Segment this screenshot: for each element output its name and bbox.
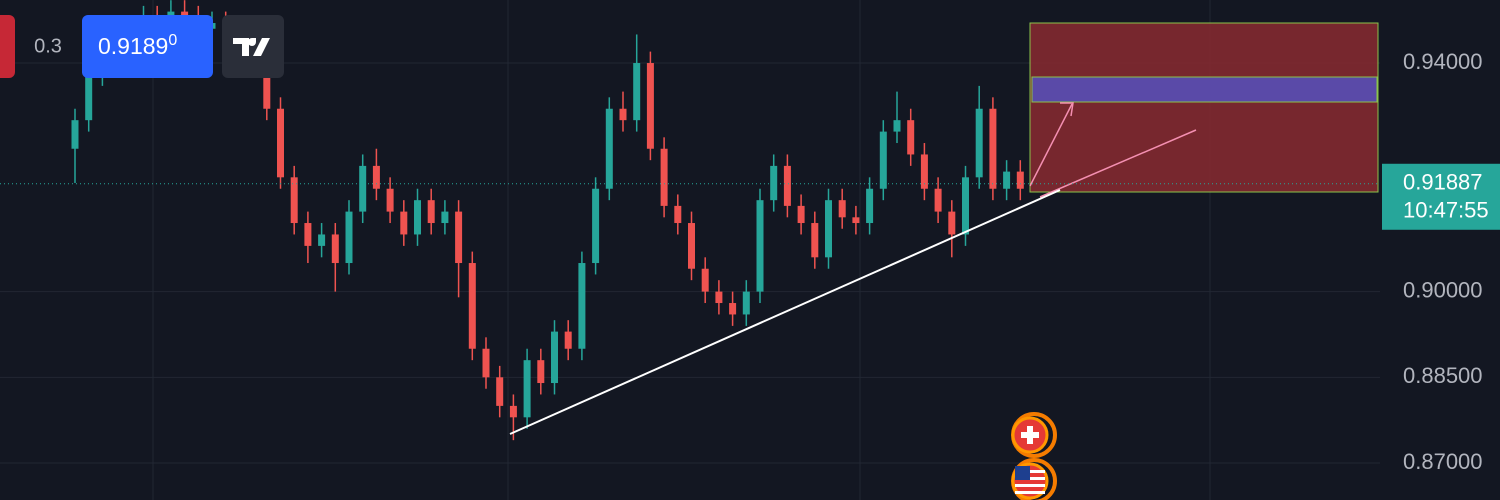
candle-body (263, 63, 271, 109)
y-tick-label: 0.90000 (1403, 277, 1483, 302)
candle-body (962, 177, 969, 235)
candle-body (866, 188, 874, 224)
candle-body (729, 303, 737, 315)
candle-body (537, 360, 545, 384)
y-tick-label: 0.94000 (1403, 49, 1483, 74)
event-flag-ch[interactable] (1011, 412, 1057, 458)
candle-body (879, 131, 887, 189)
candle-body (427, 200, 435, 224)
candle-body (742, 291, 750, 315)
candle-body (523, 360, 531, 418)
candle-body (975, 108, 983, 178)
candle-body (400, 211, 408, 235)
candle-body (318, 234, 326, 246)
candle-body (509, 405, 517, 418)
candle-body (482, 348, 490, 378)
candle-body (277, 108, 284, 178)
last-price-label: 0.91887 (1403, 170, 1483, 195)
candle-body (468, 263, 476, 349)
countdown: 10:47:55 (1403, 198, 1489, 223)
candle-body (674, 205, 682, 224)
candle-body (496, 377, 504, 406)
arrow-head (1060, 102, 1074, 117)
candle-body (331, 234, 339, 264)
candle-body (551, 331, 558, 384)
sell-button[interactable] (0, 15, 15, 78)
candle-body (660, 148, 668, 206)
candle-body (646, 63, 654, 149)
candle-body (989, 108, 997, 189)
spread: 0.3 (34, 35, 62, 57)
candle-body (756, 200, 764, 292)
candle-body (633, 63, 641, 121)
y-tick-label: 0.88500 (1403, 363, 1483, 388)
candle-body (907, 120, 915, 155)
candle-body (715, 291, 723, 304)
candle-body (414, 200, 421, 235)
candle-body (920, 154, 928, 189)
candle-body (578, 263, 586, 349)
candle-body (619, 108, 627, 121)
event-flag-us[interactable] (1011, 458, 1057, 500)
candle-body (441, 211, 449, 224)
candle-body (564, 331, 572, 349)
target-zone[interactable] (1031, 76, 1378, 103)
candle-body (290, 177, 298, 224)
buy-price-fraction: 0 (168, 32, 177, 49)
candle-body (345, 211, 353, 264)
buy-price: 0.91890 (98, 32, 177, 59)
buy-price-main: 0.9189 (98, 33, 168, 59)
candle-body (181, 11, 189, 18)
candle-body (592, 188, 600, 264)
candle-body (71, 120, 79, 149)
candle-body (948, 211, 956, 235)
candle-body (811, 223, 819, 258)
logo (233, 38, 270, 56)
candle-body (934, 188, 942, 212)
projection-arrow[interactable] (1029, 103, 1073, 187)
pink-trend-line[interactable] (1039, 129, 1197, 198)
trend-line[interactable] (509, 189, 1061, 435)
candle-body (688, 223, 695, 269)
candle-body (783, 165, 791, 206)
logo-button[interactable] (222, 15, 284, 78)
candle-body (605, 108, 613, 189)
candle-body (372, 165, 380, 189)
position-zone[interactable] (1029, 22, 1379, 193)
candle-body (386, 188, 394, 212)
candle-body (797, 205, 805, 224)
buy-button[interactable] (82, 15, 213, 78)
candle-body (893, 120, 901, 132)
price-tag (1382, 163, 1500, 230)
candle-body (770, 165, 778, 201)
candle-body (825, 200, 832, 258)
candle-body (455, 211, 463, 264)
candle-body (852, 217, 860, 224)
candle-body (838, 200, 846, 218)
candle-body (85, 74, 93, 121)
y-tick-label: 0.87000 (1403, 449, 1483, 474)
candle-body (701, 268, 709, 292)
candle-body (1003, 171, 1011, 189)
candle-body (1016, 171, 1024, 189)
candle-body (359, 165, 367, 212)
candle-body (304, 223, 312, 246)
